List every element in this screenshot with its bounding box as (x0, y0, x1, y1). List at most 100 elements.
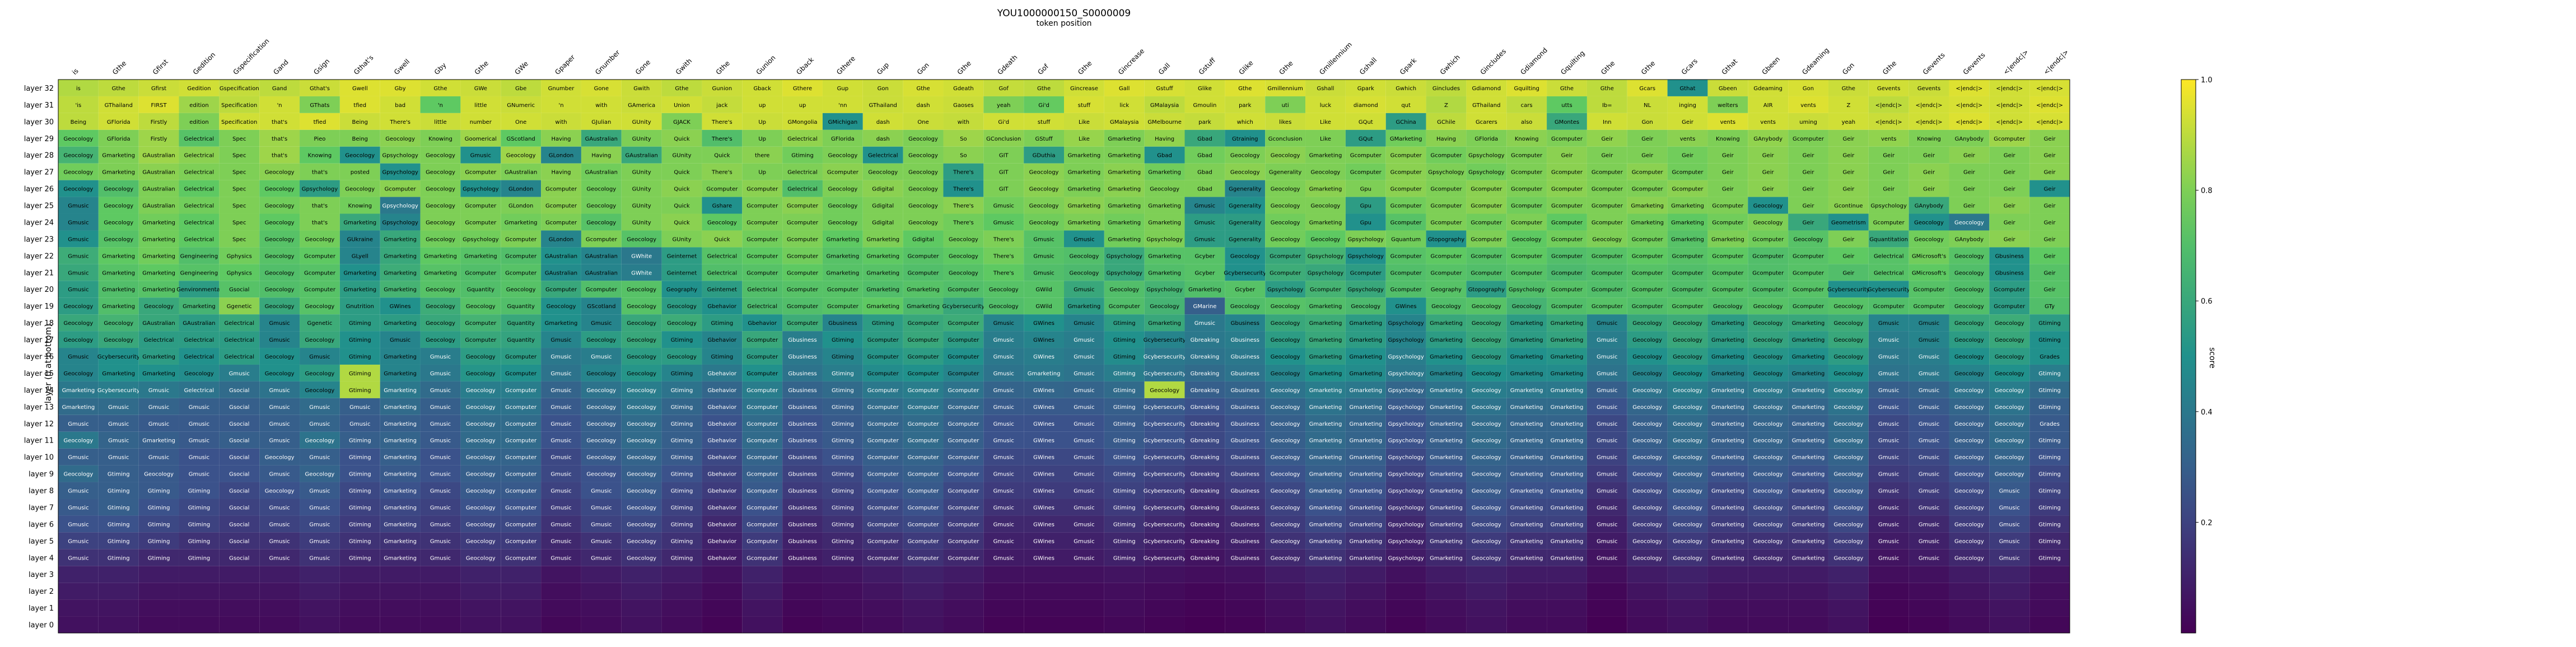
cell-label: Gpsychology (1267, 287, 1303, 293)
heatmap-cell (58, 146, 99, 164)
cell-label: Geir (1762, 170, 1775, 176)
heatmap-cell (1627, 146, 1668, 164)
heatmap-cell (259, 96, 300, 113)
cell-label: Gmarketing (102, 153, 135, 159)
heatmap-cell (1104, 381, 1145, 398)
heatmap-cell (339, 146, 380, 164)
cell-label: Gmusic (309, 421, 330, 427)
heatmap-cell (1547, 616, 1587, 633)
cell-label: Gmarketing (1349, 538, 1382, 544)
heatmap-cell (1144, 364, 1185, 381)
cell-label: Geocology (627, 236, 656, 243)
heatmap-cell (1667, 431, 1708, 449)
cell-label: Spec (232, 187, 246, 193)
cell-label: Geir (2044, 270, 2056, 276)
cell-label: Gmusic (1597, 388, 1617, 394)
cell-label: Gmusic (1074, 404, 1094, 411)
heatmap-cell (98, 146, 139, 164)
heatmap-cell (1908, 80, 1949, 96)
cell-label: Gmusic (1999, 505, 2020, 511)
cell-label: Gtiming (872, 320, 894, 327)
cell-label: Gmusic (1878, 505, 1899, 511)
heatmap-cell (1064, 599, 1104, 617)
cell-label: Gtiming (2038, 538, 2061, 544)
cell-label: Gmusic (68, 236, 88, 243)
heatmap-cell (822, 448, 863, 466)
heatmap-cell (742, 197, 783, 214)
heatmap-cell (138, 96, 179, 113)
cell-label: Gmarketing (1792, 388, 1825, 394)
heatmap-cell (1064, 213, 1104, 231)
cell-label: little (434, 119, 446, 125)
heatmap-cell (1104, 599, 1145, 617)
heatmap-cell (1265, 415, 1306, 432)
heatmap-cell (58, 616, 99, 633)
cell-label: Gpsychology (463, 187, 498, 193)
cell-label: Gtiming (349, 337, 371, 343)
cell-label: Gcomputer (1471, 253, 1502, 259)
cell-label: Geocology (1954, 421, 1984, 427)
heatmap-cell (541, 583, 581, 600)
heatmap-cell (1828, 281, 1869, 298)
heatmap-cell (1748, 566, 1789, 583)
heatmap-cell (903, 415, 944, 432)
cell-label: Geir (2004, 170, 2016, 176)
cell-label: Gcomputer (545, 220, 577, 226)
heatmap-cell (1949, 80, 1990, 96)
cell-label: Gmarketing (1430, 404, 1463, 411)
heatmap-cell (1144, 599, 1185, 617)
cell-label: Gmusic (1878, 538, 1899, 544)
heatmap-cell (1949, 314, 1990, 332)
heatmap-cell (1225, 448, 1266, 466)
cell-label: Gmarketing (1108, 220, 1141, 226)
cell-label: Gcomputer (465, 203, 497, 210)
heatmap-cell (300, 230, 340, 248)
heatmap-cell (903, 163, 944, 180)
heatmap-cell (1949, 364, 1990, 381)
heatmap-cell (581, 197, 622, 214)
cell-label: Gtiming (349, 555, 371, 561)
cell-label: Spec (232, 203, 246, 210)
heatmap-cell (1064, 431, 1104, 449)
heatmap-cell (541, 566, 581, 583)
heatmap-cell (1547, 297, 1587, 315)
y-tick-label: layer 26 (24, 185, 54, 194)
cell-label: park (1198, 119, 1211, 125)
heatmap-cell (1989, 213, 2030, 231)
cell-label: Gtiming (349, 538, 371, 544)
cell-label: Geir (1842, 170, 1855, 176)
cell-label: Gmusic (550, 455, 571, 461)
heatmap-cell (903, 96, 944, 113)
heatmap-cell (1104, 113, 1145, 130)
cell-label: Geocology (1713, 304, 1743, 310)
heatmap-cell (219, 431, 260, 449)
cell-label: Geir (1842, 270, 1855, 276)
cell-label: GWines (1033, 421, 1054, 427)
heatmap-cell (420, 264, 461, 281)
y-tick-label: layer 27 (24, 169, 54, 177)
heatmap-cell (1908, 398, 1949, 415)
heatmap-cell (420, 96, 461, 113)
cell-label: Geocology (1632, 371, 1662, 377)
x-tick-label: Glike (1238, 59, 1255, 76)
cell-label: Gmarketing (1309, 505, 1342, 511)
cell-label: Having (551, 170, 571, 176)
heatmap-cell (1908, 583, 1949, 600)
heatmap-cell (1305, 129, 1346, 147)
cell-label: Gone (594, 86, 609, 92)
heatmap-cell (98, 247, 139, 264)
x-tick-label: Gpark (1398, 57, 1418, 76)
heatmap-cell (1788, 465, 1828, 482)
heatmap-cell (1627, 381, 1668, 398)
x-tick-label: Gthe (1599, 59, 1616, 76)
heatmap-cell (1385, 129, 1426, 147)
cell-label: Knowing (428, 136, 452, 142)
heatmap-cell (1788, 197, 1828, 214)
heatmap-cell (179, 583, 220, 600)
heatmap-cell (1385, 599, 1426, 617)
heatmap-cell (1305, 80, 1346, 96)
cell-label: Gcomputer (1632, 287, 1664, 293)
cell-label: Geocology (586, 472, 616, 478)
heatmap-cell (742, 281, 783, 298)
heatmap-cell (903, 616, 944, 633)
